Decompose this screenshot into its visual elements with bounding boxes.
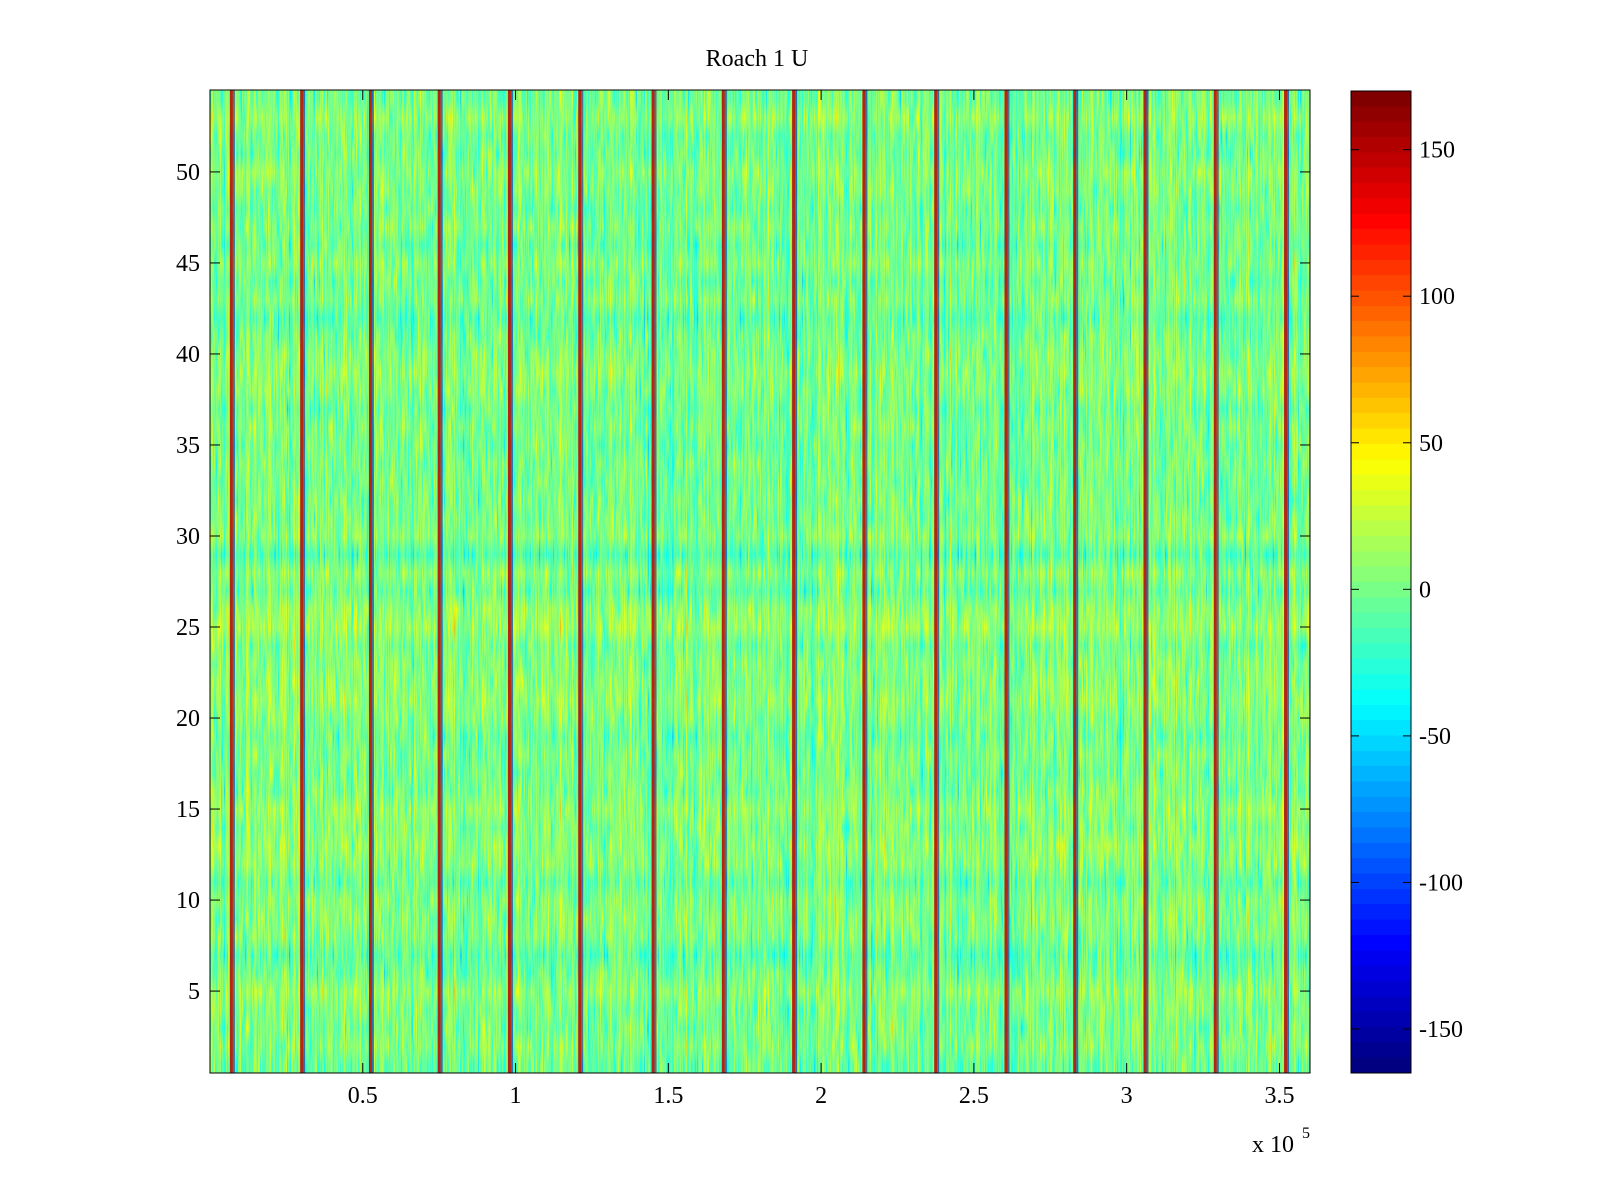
colorbar-tick-label: -50 (1419, 724, 1451, 750)
stripe-low-13 (1146, 90, 1149, 1073)
stripe-low-10 (937, 90, 940, 1073)
stripe-low-4 (510, 90, 513, 1073)
colorbar-ticks: 150 100 50 0 -50 -100 -150 (1351, 138, 1463, 1043)
stripe-low-5 (581, 90, 584, 1073)
stripe-layer (229, 90, 1290, 1073)
stripe-low-14 (1216, 90, 1219, 1073)
y-tick-label: 25 (176, 615, 200, 641)
stripe-high-11 (1004, 90, 1008, 1073)
x-exponent-base: x 10 (1252, 1132, 1294, 1158)
colorbar-tick-label: 150 (1419, 138, 1455, 164)
x-tick-label: 1.5 (653, 1083, 683, 1109)
x-tick-label: 1 (510, 1083, 522, 1109)
stripe-low-3 (440, 90, 443, 1073)
x-tick-label: 2 (815, 1083, 827, 1109)
stripe-high-1 (300, 90, 304, 1073)
stripe-high-0 (229, 90, 233, 1073)
stripe-low-2 (371, 90, 374, 1073)
y-axis: 5 10 15 20 25 30 35 40 45 50 (176, 160, 1310, 1005)
stripe-high-10 (934, 90, 938, 1073)
y-tick-label: 45 (176, 251, 200, 277)
x-tick-label: 0.5 (348, 1083, 378, 1109)
stripe-low-9 (865, 90, 868, 1073)
y-tick-label: 40 (176, 342, 200, 368)
stripe-low-0 (232, 90, 235, 1073)
y-tick-label: 5 (188, 979, 200, 1005)
x-tick-label: 3.5 (1264, 1083, 1294, 1109)
y-tick-label: 30 (176, 524, 200, 550)
stripe-high-3 (437, 90, 441, 1073)
stripe-low-12 (1076, 90, 1079, 1073)
stripe-high-14 (1213, 90, 1217, 1073)
stripe-low-1 (303, 90, 306, 1073)
stripe-low-15 (1287, 90, 1290, 1073)
stripe-high-7 (721, 90, 725, 1073)
stripe-low-7 (724, 90, 727, 1073)
stripe-low-8 (795, 90, 798, 1073)
colorbar-tick-label: 0 (1419, 577, 1431, 603)
heatmap-image (210, 90, 1310, 1073)
stripe-low-6 (654, 90, 657, 1073)
colorbar-frame (1350, 90, 1412, 1074)
plot-area (210, 90, 1310, 1073)
y-tick-label: 10 (176, 888, 200, 914)
colorbar-tick-label: -100 (1419, 870, 1463, 896)
y-tick-label: 35 (176, 433, 200, 459)
x-axis: 0.5 1 1.5 2 2.5 3 3.5 (348, 90, 1294, 1109)
stripe-high-15 (1284, 90, 1288, 1073)
x-tick-label: 2.5 (959, 1083, 989, 1109)
x-tick-label: 3 (1121, 1083, 1133, 1109)
y-tick-label: 20 (176, 706, 200, 732)
plot-frame (209, 89, 1311, 1074)
stripe-high-9 (862, 90, 866, 1073)
chart-title: Roach 1 U (706, 46, 809, 72)
x-exponent-power: 5 (1302, 1125, 1310, 1142)
colorbar: 150 100 50 0 -50 -100 -150 (1350, 90, 1463, 1074)
colorbar-tick-label: 100 (1419, 284, 1455, 310)
stripe-high-12 (1073, 90, 1077, 1073)
stripe-high-4 (507, 90, 511, 1073)
colorbar-tick-label: -150 (1419, 1017, 1463, 1043)
stripe-low-11 (1007, 90, 1010, 1073)
stripe-high-2 (368, 90, 372, 1073)
stripe-high-5 (578, 90, 582, 1073)
stripe-high-6 (651, 90, 655, 1073)
y-tick-label: 50 (176, 160, 200, 186)
x-axis-exponent: x 10 5 (1252, 1125, 1310, 1158)
stripe-high-13 (1143, 90, 1147, 1073)
stripe-high-8 (792, 90, 796, 1073)
colorbar-tick-label: 50 (1419, 431, 1443, 457)
colorbar-image (1351, 91, 1411, 1073)
y-tick-label: 15 (176, 797, 200, 823)
